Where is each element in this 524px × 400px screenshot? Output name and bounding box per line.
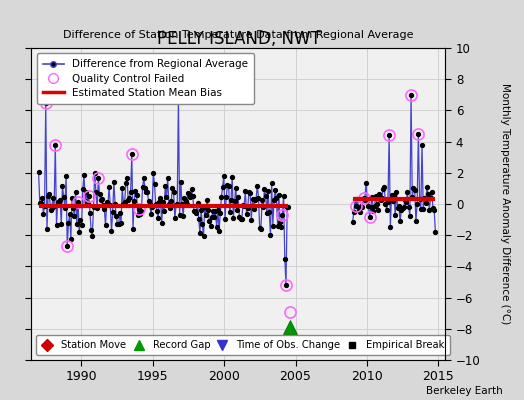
Y-axis label: Monthly Temperature Anomaly Difference (°C): Monthly Temperature Anomaly Difference (… xyxy=(500,83,510,325)
Legend: Station Move, Record Gap, Time of Obs. Change, Empirical Break: Station Move, Record Gap, Time of Obs. C… xyxy=(37,335,450,355)
Text: Difference of Station Temperature Data from Regional Average: Difference of Station Temperature Data f… xyxy=(63,30,413,40)
Title: PELLY ISLAND, NWT: PELLY ISLAND, NWT xyxy=(157,30,320,48)
Text: Berkeley Earth: Berkeley Earth xyxy=(427,386,503,396)
